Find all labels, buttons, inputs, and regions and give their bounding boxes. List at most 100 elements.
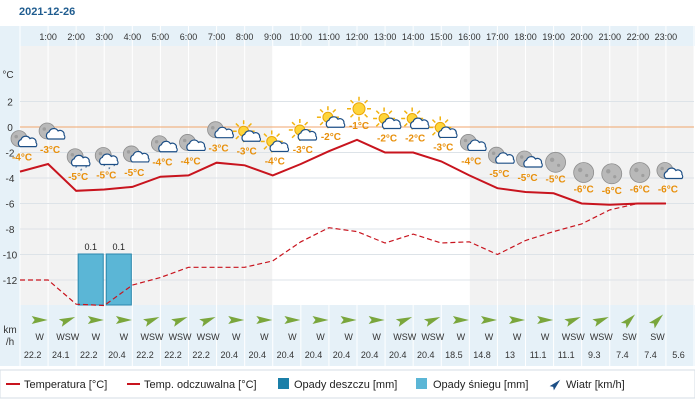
wind-arrow-icon: [368, 316, 385, 324]
sun-ray: [248, 122, 252, 127]
wind-arrow-icon: [31, 316, 48, 324]
wind-arrow-icon: [87, 316, 104, 324]
temperature-label: -5°C: [68, 172, 88, 183]
cloud-shape: [325, 116, 346, 128]
moon-cloud-icon: [179, 134, 206, 152]
precip-value-label: 0.1: [113, 242, 126, 252]
temperature-label: -6°C: [574, 185, 594, 196]
wind-direction-label: WSW: [197, 332, 220, 342]
temperature-label: -3°C: [209, 144, 229, 155]
y-unit-label: °C: [2, 70, 13, 81]
wind-speed-label: 14.8: [473, 350, 491, 360]
wind-arrow-icon: [228, 316, 245, 324]
sun-ray: [263, 133, 268, 138]
moon-cloud-icon: [10, 130, 38, 148]
wind-arrow-icon: [423, 317, 441, 327]
sun-shape: [352, 102, 366, 116]
wind-arrow-icon: [564, 317, 581, 327]
sun-ray: [349, 99, 354, 104]
sun-ray: [403, 110, 408, 115]
wind-arrow-icon: [256, 316, 273, 324]
temperature-label: -3°C: [293, 145, 313, 156]
moon-shape: [573, 162, 595, 183]
temperature-label: -5°C: [546, 174, 566, 185]
wind-direction-label: WSW: [562, 332, 585, 342]
moon-crater: [519, 155, 524, 159]
wind-speed-label: 20.4: [417, 350, 435, 360]
sun-icon: [347, 96, 371, 121]
feels-like-line: [20, 202, 666, 307]
wind-band: [0, 305, 695, 366]
precipitation-layer: 0.1 0.1: [77, 242, 132, 306]
wind-direction-label: W: [260, 332, 269, 342]
cloud-shape: [409, 117, 430, 130]
wind-arrow-icon: [395, 317, 413, 327]
moon-cloud-icon: [151, 135, 178, 153]
wind-direction-label: W: [288, 332, 297, 342]
wind-speed-label: 20.4: [220, 350, 238, 360]
temperature-label-layer: -4°C -3°C -5°C -5°C -5°C -4°C -4°C -3°C -3°C -4°C…: [12, 121, 678, 197]
wind-arrow-shape: [537, 316, 554, 324]
moon-cloud-icon: [656, 162, 684, 180]
cloud-shape: [523, 156, 543, 168]
wind-arrow-shape: [31, 316, 48, 324]
moon-cloud-icon: [516, 150, 543, 168]
wind-direction-label: W: [344, 332, 353, 342]
temperature-label: -4°C: [12, 153, 32, 164]
moon-crater: [641, 173, 645, 178]
cloud-shape: [99, 153, 119, 166]
snowflake: *: [113, 164, 116, 170]
wind-arrow-shape: [368, 316, 385, 324]
weather-icon-layer: * * * * * *: [10, 96, 684, 185]
sun-ray: [291, 134, 296, 139]
wind-layer: W WSW W W WSW WSW WSW W W W W W W WSW WSW W W W W WSW WSW SW S…: [3, 314, 685, 360]
hour-label: 22:00: [627, 32, 650, 42]
sun-ray: [263, 145, 268, 150]
snowflake: *: [85, 166, 88, 172]
hour-label: 19:00: [542, 32, 565, 42]
hour-label: 8:00: [236, 32, 254, 42]
wind-direction-label: W: [541, 332, 550, 342]
moon-crater: [70, 152, 75, 157]
wind-speed-label: 24.1: [52, 350, 70, 360]
hour-label: 10:00: [290, 32, 313, 42]
moon-cloud-icon: [122, 145, 150, 163]
wind-direction-label: WSW: [421, 332, 444, 342]
wind-direction-label: SW: [650, 332, 665, 342]
wind-direction-label: W: [485, 332, 494, 342]
sun-ray: [291, 121, 296, 126]
moon-crater: [463, 138, 468, 143]
sun-ray: [444, 119, 449, 124]
wind-direction-label: W: [316, 332, 325, 342]
hour-label: 4:00: [124, 32, 142, 42]
cloud-shape: [17, 135, 38, 148]
wind-arrow-icon: [452, 316, 469, 324]
sun-ray: [375, 110, 380, 115]
wind-arrow-shape: [649, 314, 664, 329]
wind-speed-label: 11.1: [530, 350, 547, 360]
cloud-shape: [158, 140, 178, 153]
wind-arrow-icon: [199, 317, 216, 327]
wind-speed-label: 13: [505, 350, 515, 360]
wind-arrow-icon: [312, 316, 329, 324]
moon-cloud-icon: [459, 134, 487, 152]
temperature-label: -3°C: [433, 142, 453, 153]
day-shading: [272, 46, 470, 305]
wind-speed-label: 22.2: [80, 350, 98, 360]
hour-label: 16:00: [458, 32, 481, 42]
wind-direction-label: W: [513, 332, 522, 342]
moon-cloud-icon: [38, 122, 66, 140]
wind-direction-label: W: [35, 332, 44, 342]
moon-cloud-icon: [488, 146, 515, 164]
snow-precip-bar: [77, 253, 104, 306]
moon-crater: [98, 151, 103, 156]
snowflake: *: [103, 164, 106, 170]
hour-label: 7:00: [208, 32, 226, 42]
hour-label: 2:00: [67, 32, 85, 42]
y-tick-label: 2: [7, 98, 13, 109]
cloud-shape: [381, 117, 402, 130]
wind-speed-label: 22.2: [136, 350, 154, 360]
legend-wind-label: Wiatr [km/h]: [566, 379, 625, 391]
wind-speed-label: 20.4: [333, 350, 351, 360]
